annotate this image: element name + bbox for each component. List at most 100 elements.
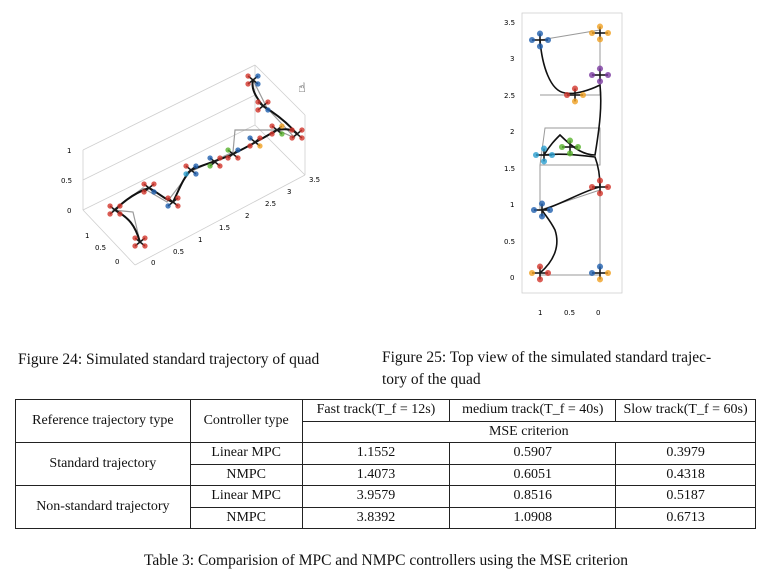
quad-rotor	[255, 73, 261, 79]
quad-rotor	[265, 107, 271, 113]
quad-rotor	[536, 30, 544, 37]
figure-25-caption: Figure 25: Top view of the simulated sta…	[382, 347, 762, 391]
quad-rotor	[289, 127, 295, 133]
quad-rotor	[596, 177, 604, 184]
table-row: NMPC 1.4073 0.6051 0.4318	[16, 463, 756, 486]
quad-rotor	[574, 143, 582, 151]
y-tick: 1	[510, 201, 514, 209]
value-cell: 1.4073	[301, 463, 451, 486]
quad-rotor	[604, 29, 612, 37]
y-tick: 2	[510, 128, 514, 136]
quad-markers	[528, 23, 612, 283]
quad-rotor	[269, 131, 275, 137]
quad-rotor	[544, 36, 552, 44]
quad-rotor	[604, 183, 612, 191]
quadrotor-marker	[141, 181, 157, 195]
quad-rotor	[132, 235, 138, 241]
quad-rotor	[588, 71, 596, 79]
mse-table: Reference trajectory type Controller typ…	[15, 399, 757, 529]
quadrotor-marker	[558, 137, 582, 157]
quad-rotor	[207, 155, 213, 161]
x-tick: 1.5	[219, 224, 230, 232]
quad-markers	[107, 73, 305, 249]
value-cell: 3.9579	[301, 485, 451, 508]
quad-rotor	[165, 195, 171, 201]
quadrotor-marker	[563, 85, 587, 105]
quad-rotor	[558, 143, 566, 151]
figure-24-svg: 1 0.5 0 1 0.5 0 0 0.5 1 1.5 2 2.5 3 3.5 …	[61, 64, 320, 267]
quadrotor-marker	[245, 73, 261, 87]
quad-rotor	[596, 65, 604, 72]
quad-rotor	[596, 263, 604, 270]
quad-rotor	[247, 135, 253, 141]
quad-rotor	[235, 155, 241, 161]
figure-25-plot: 3.5 3 2.5 2 1.5 1 0.5 0 1 0.5 0	[500, 5, 630, 327]
quad-rotor	[141, 189, 147, 195]
quadrotor-marker	[588, 23, 612, 43]
quad-rotor	[151, 189, 157, 195]
quad-rotor	[265, 99, 271, 105]
z-tick: 0	[67, 207, 71, 215]
quad-rotor	[255, 81, 261, 87]
quadrotor-marker	[532, 145, 556, 165]
table-caption: Table 3: Comparision of MPC and NMPC con…	[143, 552, 629, 569]
quadrotor-marker	[530, 200, 554, 220]
quad-rotor	[117, 203, 123, 209]
y-tick: 3.5	[504, 19, 515, 27]
quad-rotor	[563, 91, 571, 99]
quad-rotor	[588, 183, 596, 191]
x-tick: 2.5	[265, 200, 276, 208]
quad-rotor	[588, 29, 596, 37]
table-row: Standard trajectory Linear MPC 1.1552 0.…	[15, 442, 756, 486]
quad-rotor	[530, 206, 538, 214]
value-cell: 1.0908	[449, 506, 617, 529]
x-tick: 2	[245, 212, 249, 220]
table-row: NMPC 3.8392 1.0908 0.6713	[16, 506, 756, 529]
quad-rotor	[566, 137, 574, 144]
quad-rotor	[538, 213, 546, 220]
header-reference-type: Reference trajectory type	[15, 399, 191, 443]
rotate-hand-icon[interactable]: ☝	[298, 81, 306, 96]
quad-rotor	[604, 71, 612, 79]
quad-rotor	[142, 235, 148, 241]
x-tick: 0	[596, 309, 600, 317]
caption-line: tory of the quad	[382, 371, 481, 388]
quad-rotor	[225, 147, 231, 153]
group-label: Standard trajectory	[15, 442, 191, 486]
quadrotor-marker	[165, 195, 181, 209]
quad-rotor	[151, 181, 157, 187]
quad-rotor	[193, 163, 199, 169]
caption-line: Figure 25: Top view of the simulated sta…	[382, 349, 712, 366]
quad-rotor	[588, 269, 596, 277]
trajectory-path	[113, 79, 298, 243]
quad-rotor	[546, 206, 554, 214]
x-tick: 0.5	[564, 309, 575, 317]
quad-rotor	[107, 203, 113, 209]
value-cell: 0.3979	[615, 442, 756, 465]
y-tick: 0	[115, 258, 119, 266]
quad-rotor	[566, 150, 574, 157]
quad-rotor	[596, 276, 604, 283]
quad-rotor	[117, 211, 123, 217]
quadrotor-marker	[247, 135, 263, 149]
quad-rotor	[235, 147, 241, 153]
quad-rotor	[279, 123, 285, 129]
quad-rotor	[217, 163, 223, 169]
quadrotor-marker	[225, 147, 241, 161]
quad-rotor	[141, 181, 147, 187]
quad-rotor	[579, 91, 587, 99]
value-cell: 0.4318	[615, 463, 756, 486]
quad-rotor	[247, 143, 253, 149]
quad-rotor	[183, 171, 189, 177]
quad-rotor	[245, 73, 251, 79]
quadrotor-marker	[107, 203, 123, 217]
quad-rotor	[596, 36, 604, 43]
quad-rotor	[183, 163, 189, 169]
quad-rotor	[540, 145, 548, 152]
quad-rotor	[142, 243, 148, 249]
x-tick: 0	[151, 259, 155, 267]
quad-rotor	[245, 81, 251, 87]
quadrotor-marker	[183, 163, 199, 177]
quad-rotor	[257, 143, 263, 149]
quad-rotor	[536, 263, 544, 270]
